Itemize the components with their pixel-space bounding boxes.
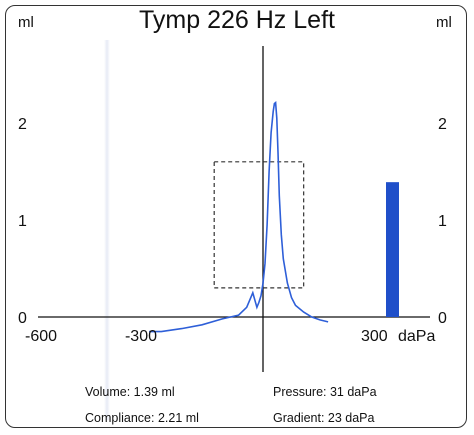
chart-title: Tymp 226 Hz Left bbox=[139, 6, 335, 34]
chart-frame bbox=[5, 5, 467, 428]
series-line bbox=[149, 100, 329, 333]
pressure-readout: Pressure: 31 daPa bbox=[273, 385, 377, 399]
volume-bar bbox=[386, 182, 399, 317]
x-tick-label: 300 bbox=[361, 328, 388, 345]
volume-readout: Volume: 1.39 ml bbox=[85, 385, 175, 399]
y-unit-right: ml bbox=[436, 14, 452, 31]
y-tick-label-left: 2 bbox=[18, 116, 27, 133]
compliance-readout: Compliance: 2.21 ml bbox=[85, 411, 199, 425]
y-tick-label-right: 1 bbox=[438, 213, 447, 230]
x-tick-label: -600 bbox=[25, 328, 57, 345]
y-tick-label-left: 1 bbox=[18, 213, 27, 230]
x-tick-label: -300 bbox=[125, 328, 157, 345]
y-tick-label-right: 2 bbox=[438, 116, 447, 133]
y-unit-left: ml bbox=[18, 14, 34, 31]
x-unit-label: daPa bbox=[398, 328, 435, 345]
y-tick-label-right: 0 bbox=[438, 310, 447, 327]
gradient-readout: Gradient: 23 daPa bbox=[273, 411, 375, 425]
normal-region-box bbox=[213, 161, 305, 289]
scan-artifact-line bbox=[104, 40, 110, 420]
y-tick-label-left: 0 bbox=[18, 310, 27, 327]
